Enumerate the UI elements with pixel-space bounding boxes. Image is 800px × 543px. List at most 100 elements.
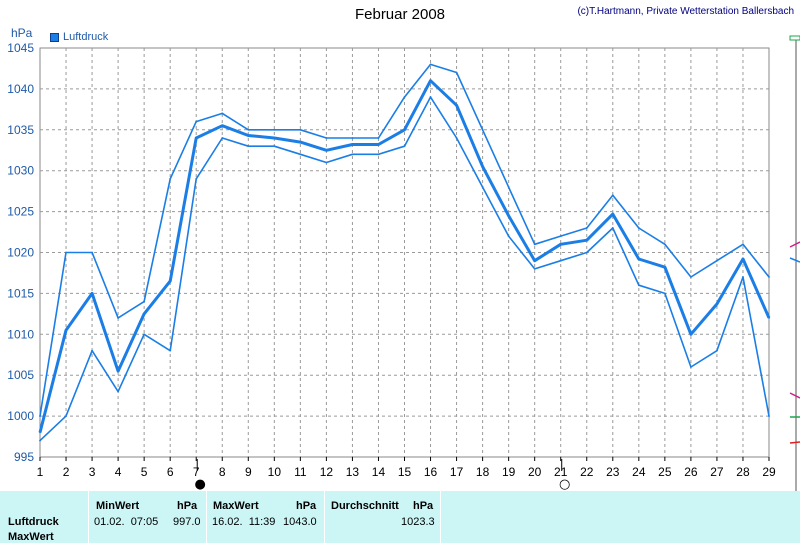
data-point-mean <box>377 143 380 146</box>
data-point-min <box>117 390 120 393</box>
min-value: 997.0 <box>173 516 201 528</box>
y-tick-label: 1005 <box>7 368 34 382</box>
data-point-mean <box>403 128 406 131</box>
x-tick-label: 3 <box>89 465 96 479</box>
avg-value: 1023.3 <box>401 516 435 528</box>
min-unit: hPa <box>177 500 198 512</box>
x-tick-label: 6 <box>167 465 174 479</box>
x-tick-label: 27 <box>710 465 724 479</box>
data-point-min <box>455 137 458 139</box>
data-point-min <box>429 96 432 98</box>
data-point-min <box>299 153 302 156</box>
data-point-mean <box>91 292 93 295</box>
data-point-min <box>585 251 588 254</box>
data-point-max <box>533 243 536 246</box>
x-tick-label: 15 <box>398 465 412 479</box>
scale-mark-magenta <box>789 392 800 399</box>
data-point-mean <box>247 134 250 137</box>
data-point-min <box>195 177 198 180</box>
data-point-mean <box>585 239 588 242</box>
data-point-max <box>195 120 198 123</box>
grid <box>39 47 770 458</box>
min-header: MinWert <box>96 500 140 512</box>
data-point-mean <box>716 303 718 305</box>
data-point-max <box>143 300 146 303</box>
credit-text: (c)T.Hartmann, Private Wetterstation Bal… <box>577 6 794 17</box>
data-point-max <box>768 276 770 278</box>
x-tick-label: 23 <box>606 465 620 479</box>
y-tick-label: 1015 <box>7 286 34 300</box>
data-point-mean <box>689 333 692 336</box>
data-point-mean <box>351 143 354 146</box>
data-point-mean <box>742 258 744 260</box>
max-unit: hPa <box>296 500 317 512</box>
data-point-mean <box>559 243 562 246</box>
data-point-mean <box>117 370 120 373</box>
x-tick-label: 13 <box>346 465 360 479</box>
data-point-max <box>663 243 666 246</box>
x-tick-label: 9 <box>245 465 252 479</box>
data-point-mean <box>637 258 640 260</box>
stats-panel: MinWert hPa MaxWert hPa Durchschnitt hPa… <box>0 491 800 543</box>
x-tick-label: 14 <box>372 465 386 479</box>
x-tick-label: 12 <box>320 465 334 479</box>
data-point-max <box>299 128 302 131</box>
data-point-min <box>65 415 67 417</box>
x-tick-label: 2 <box>63 465 70 479</box>
x-tick-label: 21 <box>554 465 568 479</box>
divider <box>324 491 325 543</box>
legend-swatch <box>50 32 59 42</box>
new-moon-icon: ● <box>195 477 206 491</box>
data-point-min <box>689 366 692 368</box>
data-point-max <box>221 112 224 115</box>
data-point-mean <box>169 280 172 283</box>
x-tick-label: 10 <box>268 465 282 479</box>
legend: Luftdruck <box>50 31 108 43</box>
data-point-min <box>507 235 510 238</box>
x-tick-label: 19 <box>502 465 516 479</box>
data-point-max <box>377 137 380 139</box>
min-date: 01.02. 07:05 <box>94 516 159 528</box>
x-tick-label: 16 <box>424 465 438 479</box>
y-tick-label: 1010 <box>7 327 34 341</box>
data-point-min <box>351 153 354 156</box>
data-point-max <box>169 177 172 180</box>
data-point-max <box>559 235 562 238</box>
row-label: Luftdruck <box>8 516 59 528</box>
series-lines <box>38 63 771 442</box>
data-point-max <box>403 96 406 98</box>
data-point-max <box>507 186 510 188</box>
scale-mark-red <box>789 441 800 444</box>
pressure-chart: 9951000100510101015102010251030103510401… <box>7 35 800 491</box>
x-tick-label: 8 <box>219 465 226 479</box>
data-point-mean <box>768 317 770 319</box>
data-point-max <box>585 227 588 229</box>
x-tick-label: 11 <box>294 465 307 479</box>
y-tick-label: 1040 <box>7 82 34 96</box>
x-tick-label: 29 <box>762 465 776 479</box>
data-point-mean <box>533 259 536 262</box>
x-tick-label: 17 <box>450 465 464 479</box>
x-tick-label: 26 <box>684 465 698 479</box>
x-tick-labels: 1 2 3 4 5 6 7 8 9 10 11 12 13 14 15 16 17 18 19 20 21 22 23 24 2… <box>37 457 776 479</box>
chart-title: Februar 2008 <box>354 6 446 23</box>
data-point-min <box>768 415 770 417</box>
y-tick-label: 1025 <box>7 205 34 219</box>
y-tick-labels: 995 1000 1005 1010 1015 1020 1025 1030 1035 1040 1… <box>7 41 34 464</box>
row-label: MaxWert <box>8 531 54 543</box>
data-point-min <box>247 145 250 148</box>
data-point-min <box>143 333 146 336</box>
divider <box>206 491 207 543</box>
data-point-max <box>247 128 250 131</box>
x-tick-label: 1 <box>37 465 44 479</box>
data-point-max <box>742 243 744 246</box>
data-point-mean <box>143 312 146 315</box>
x-tick-label: 24 <box>632 465 646 479</box>
x-tick-label: 4 <box>115 465 122 479</box>
data-point-min <box>325 161 328 164</box>
data-point-mean <box>455 104 458 107</box>
data-point-max <box>637 227 640 229</box>
data-point-min <box>559 259 562 262</box>
scale-mark-magenta <box>789 241 800 248</box>
max-value: 1043.0 <box>283 516 317 528</box>
